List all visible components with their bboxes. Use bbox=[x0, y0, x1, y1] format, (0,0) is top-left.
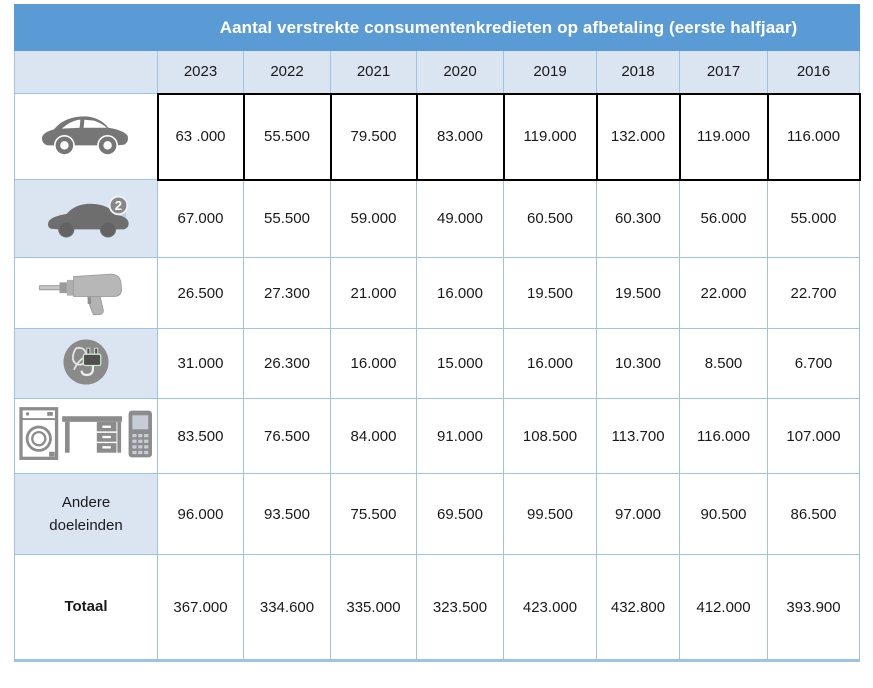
corner-cell bbox=[14, 50, 158, 94]
value-cell: 31.000 bbox=[157, 328, 244, 399]
value-cell: 423.000 bbox=[503, 554, 597, 661]
value-cell: 393.900 bbox=[767, 554, 860, 661]
row-label-cell bbox=[14, 398, 158, 474]
value-cell: 116.000 bbox=[766, 92, 861, 181]
value-cell: 60.500 bbox=[503, 179, 597, 258]
value-cell: 119.000 bbox=[678, 92, 769, 181]
green-energy-icon bbox=[60, 336, 112, 388]
value-cell: 84.000 bbox=[330, 398, 417, 474]
year-header: 2022 bbox=[243, 50, 331, 94]
value-cell: 69.500 bbox=[416, 473, 504, 555]
table-row: Totaal 367.000 334.600 335.000 323.500 423.00… bbox=[14, 554, 860, 661]
value-cell: 75.500 bbox=[330, 473, 417, 555]
title-row: Aantal verstrekte consumentenkredieten o… bbox=[14, 4, 860, 51]
row-label: Totaal bbox=[64, 598, 108, 616]
used-car-icon: 2 bbox=[35, 191, 137, 243]
value-cell: 83.000 bbox=[415, 92, 505, 181]
row-label: Andere doeleinden bbox=[49, 493, 123, 534]
value-cell: 99.500 bbox=[503, 473, 597, 555]
new-car-icon bbox=[38, 110, 134, 160]
value-cell: 107.000 bbox=[767, 398, 860, 474]
value-cell: 79.500 bbox=[329, 92, 418, 181]
value-cell: 96.000 bbox=[157, 473, 244, 555]
value-cell: 49.000 bbox=[416, 179, 504, 258]
year-header: 2021 bbox=[330, 50, 417, 94]
year-header: 2019 bbox=[503, 50, 597, 94]
value-cell: 60.300 bbox=[596, 179, 680, 258]
row-label-cell bbox=[14, 328, 158, 399]
value-cell: 90.500 bbox=[679, 473, 768, 555]
value-cell: 21.000 bbox=[330, 257, 417, 329]
year-header: 2017 bbox=[679, 50, 768, 94]
value-cell: 22.700 bbox=[767, 257, 860, 329]
value-cell: 132.000 bbox=[595, 92, 681, 181]
value-cell: 412.000 bbox=[679, 554, 768, 661]
value-cell: 55.500 bbox=[242, 92, 332, 181]
row-label-cell: Andere doeleinden bbox=[14, 473, 158, 555]
value-cell: 86.500 bbox=[767, 473, 860, 555]
value-cell: 8.500 bbox=[679, 328, 768, 399]
value-cell: 26.300 bbox=[243, 328, 331, 399]
year-header-row: 2023 2022 2021 2020 2019 2018 2017 2016 bbox=[14, 50, 860, 94]
year-header: 2018 bbox=[596, 50, 680, 94]
value-cell: 116.000 bbox=[679, 398, 768, 474]
row-label-cell bbox=[14, 93, 158, 180]
value-cell: 76.500 bbox=[243, 398, 331, 474]
value-cell: 323.500 bbox=[416, 554, 504, 661]
value-cell: 432.800 bbox=[596, 554, 680, 661]
value-cell: 10.300 bbox=[596, 328, 680, 399]
value-cell: 108.500 bbox=[503, 398, 597, 474]
value-cell: 15.000 bbox=[416, 328, 504, 399]
value-cell: 97.000 bbox=[596, 473, 680, 555]
value-cell: 67.000 bbox=[157, 179, 244, 258]
value-cell: 55.500 bbox=[243, 179, 331, 258]
value-cell: 55.000 bbox=[767, 179, 860, 258]
value-cell: 93.500 bbox=[243, 473, 331, 555]
svg-text:2: 2 bbox=[115, 198, 122, 213]
value-cell: 22.000 bbox=[679, 257, 768, 329]
table-row: 63 .000 55.500 79.500 83.000 119.000 132.000 1… bbox=[14, 92, 861, 181]
value-cell: 113.700 bbox=[596, 398, 680, 474]
row-label-cell bbox=[14, 257, 158, 329]
value-cell: 334.600 bbox=[243, 554, 331, 661]
year-header: 2020 bbox=[416, 50, 504, 94]
value-cell: 59.000 bbox=[330, 179, 417, 258]
table-row: 31.000 26.300 16.000 15.000 16.000 10.300 8.50… bbox=[14, 328, 860, 399]
value-cell: 119.000 bbox=[502, 92, 598, 181]
row-label-cell: Totaal bbox=[14, 554, 158, 661]
drill-icon bbox=[36, 265, 136, 318]
title-spacer bbox=[14, 4, 158, 51]
value-cell: 16.000 bbox=[330, 328, 417, 399]
value-cell: 26.500 bbox=[157, 257, 244, 329]
value-cell: 16.000 bbox=[503, 328, 597, 399]
year-header: 2023 bbox=[157, 50, 244, 94]
year-header: 2016 bbox=[767, 50, 860, 94]
value-cell: 83.500 bbox=[157, 398, 244, 474]
table-title: Aantal verstrekte consumentenkredieten o… bbox=[157, 4, 860, 51]
credit-table: Aantal verstrekte consumentenkredieten o… bbox=[14, 4, 861, 662]
row-label-cell: 2 bbox=[14, 179, 158, 258]
value-cell: 19.500 bbox=[503, 257, 597, 329]
table-row: 83.500 76.500 84.000 91.000 108.500 113.700 11… bbox=[14, 398, 860, 474]
value-cell: 27.300 bbox=[243, 257, 331, 329]
value-cell: 16.000 bbox=[416, 257, 504, 329]
value-cell: 56.000 bbox=[679, 179, 768, 258]
value-cell: 91.000 bbox=[416, 398, 504, 474]
table-row: 26.500 27.300 21.000 16.000 19.500 19.500 22.0… bbox=[14, 257, 860, 329]
appliances-icon bbox=[18, 405, 155, 463]
value-cell: 19.500 bbox=[596, 257, 680, 329]
value-cell: 367.000 bbox=[157, 554, 244, 661]
value-cell: 6.700 bbox=[767, 328, 860, 399]
page: Aantal verstrekte consumentenkredieten o… bbox=[14, 4, 861, 662]
value-cell: 335.000 bbox=[330, 554, 417, 661]
table-row: 2 67.000 55.500 59.000 49.000 60.500 60.300 56.… bbox=[14, 179, 860, 258]
value-cell: 63 .000 bbox=[156, 92, 245, 181]
table-row: Andere doeleinden 96.000 93.500 75.500 69.50… bbox=[14, 473, 860, 555]
